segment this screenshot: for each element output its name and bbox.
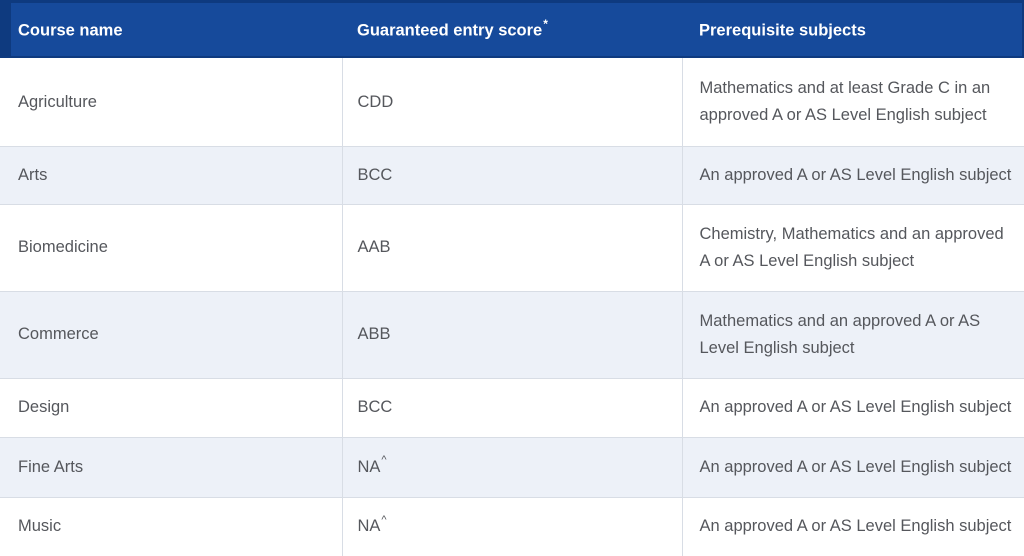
prerequisite-text: Mathematics and at least Grade C in an a… [699, 79, 991, 124]
score-value: AAB [357, 238, 391, 257]
course-name: Commerce [18, 325, 99, 344]
prerequisite-text: Chemistry, Mathematics and an approved A… [699, 225, 1004, 270]
score-cell: NA^ [341, 497, 682, 556]
column-header-guaranteed-entry-score: Guaranteed entry score* [342, 0, 682, 58]
course-name: Design [18, 398, 70, 417]
column-header-label: Prerequisite subjects [699, 21, 866, 40]
score-cell: AAB [341, 204, 682, 292]
asterisk-footnote-marker: * [543, 16, 548, 31]
course-cell: Biomedicine [0, 204, 342, 292]
score-value: ABB [357, 325, 391, 344]
score-value: NA [357, 457, 381, 476]
score-cell: BCC [341, 378, 682, 438]
score-value: NA [357, 517, 381, 536]
prerequisite-cell: An approved A or AS Level English subjec… [681, 146, 1024, 205]
column-header-course-name: Course name [0, 0, 342, 58]
table-row: Arts BCC An approved A or AS Level Engli… [0, 146, 1024, 205]
prerequisite-cell: An approved A or AS Level English subjec… [681, 378, 1024, 438]
prerequisite-text: An approved A or AS Level English subjec… [699, 457, 1012, 476]
course-cell: Music [0, 497, 342, 556]
course-cell: Agriculture [0, 58, 342, 147]
course-cell: Arts [0, 146, 342, 205]
score-cell: BCC [341, 146, 682, 205]
prerequisite-text: Mathematics and an approved A or AS Leve… [699, 312, 981, 357]
prerequisite-text: An approved A or AS Level English subjec… [699, 165, 1012, 184]
course-cell: Fine Arts [0, 437, 342, 498]
score-cell: CDD [341, 58, 682, 147]
course-name: Fine Arts [18, 457, 84, 476]
course-name: Agriculture [18, 92, 97, 111]
table-row: Agriculture CDD Mathematics and at least… [0, 58, 1024, 147]
caret-footnote-marker: ^ [381, 454, 387, 467]
table-row: Fine Arts NA^ An approved A or AS Level … [0, 437, 1024, 498]
course-name: Arts [18, 165, 48, 184]
table-row: Design BCC An approved A or AS Level Eng… [0, 378, 1024, 438]
caret-footnote-marker: ^ [381, 513, 387, 526]
table-row: Music NA^ An approved A or AS Level Engl… [0, 497, 1024, 556]
table-row: Biomedicine AAB Chemistry, Mathematics a… [0, 204, 1024, 292]
prerequisite-cell: Mathematics and at least Grade C in an a… [681, 58, 1024, 147]
prerequisite-cell: Chemistry, Mathematics and an approved A… [681, 204, 1024, 292]
score-cell: NA^ [341, 437, 682, 498]
prerequisite-text: An approved A or AS Level English subjec… [699, 517, 1012, 536]
score-value: BCC [357, 398, 393, 417]
score-value: BCC [357, 165, 393, 184]
prerequisite-cell: Mathematics and an approved A or AS Leve… [681, 291, 1024, 379]
column-header-prerequisite-subjects: Prerequisite subjects [682, 0, 1024, 58]
header-row: Course name Guaranteed entry score* Prer… [0, 0, 1024, 58]
table-body: Agriculture CDD Mathematics and at least… [0, 58, 1024, 556]
prerequisite-text: An approved A or AS Level English subjec… [699, 398, 1012, 417]
course-name: Music [18, 517, 62, 536]
score-value: CDD [357, 92, 394, 111]
course-cell: Commerce [0, 291, 342, 379]
prerequisite-cell: An approved A or AS Level English subjec… [681, 437, 1024, 498]
table-header: Course name Guaranteed entry score* Prer… [0, 0, 1024, 58]
table-row: Commerce ABB Mathematics and an approved… [0, 291, 1024, 379]
course-name: Biomedicine [18, 238, 108, 257]
course-cell: Design [0, 378, 342, 438]
column-header-label: Course name [18, 21, 123, 40]
column-header-label: Guaranteed entry score [357, 21, 543, 40]
score-cell: ABB [341, 291, 682, 379]
prerequisite-cell: An approved A or AS Level English subjec… [681, 497, 1024, 556]
